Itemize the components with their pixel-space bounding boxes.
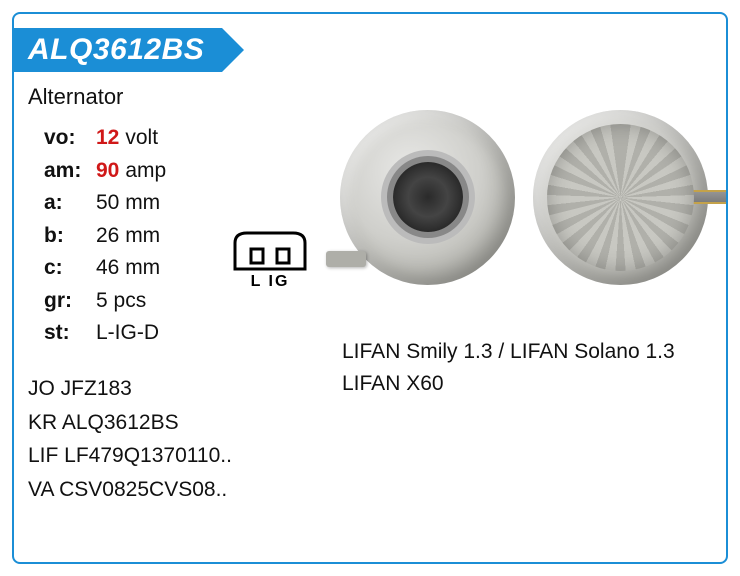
cross-references: JO JFZ183 KR ALQ3612BS LIF LF479Q1370110… (28, 372, 232, 506)
spec-key: b: (44, 220, 96, 253)
header-ribbon: ALQ3612BS (14, 28, 244, 72)
spec-row: c: 46 mm (44, 252, 166, 285)
product-type: Alternator (28, 84, 123, 110)
spec-key: gr: (44, 285, 96, 318)
spec-value-highlight: 12 (96, 122, 119, 155)
spec-table: vo: 12 volt am: 90 amp a: 50 mm b: 26 mm… (44, 122, 166, 350)
vehicle-applications: LIFAN Smily 1.3 / LIFAN Solano 1.3 LIFAN… (342, 336, 712, 399)
ribbon-arrow (222, 28, 244, 72)
spec-value-highlight: 90 (96, 155, 119, 188)
spec-key: a: (44, 187, 96, 220)
cross-ref-line: JO JFZ183 (28, 372, 232, 406)
connector-diagram: L IG (229, 229, 311, 291)
spec-value: 46 mm (96, 252, 160, 285)
spec-key: vo: (44, 122, 96, 155)
part-number: ALQ3612BS (14, 28, 222, 72)
alternator-rear-photo (533, 110, 708, 285)
spec-value: L-IG-D (96, 317, 159, 350)
connector-icon (231, 229, 309, 271)
spec-unit: volt (125, 122, 158, 155)
spec-row: vo: 12 volt (44, 122, 166, 155)
spec-row: st: L-IG-D (44, 317, 166, 350)
spec-value: 5 pcs (96, 285, 146, 318)
spec-unit: amp (125, 155, 166, 188)
cross-ref-line: VA CSV0825CVS08.. (28, 473, 232, 507)
connector-label: L IG (229, 273, 311, 291)
spec-key: am: (44, 155, 96, 188)
spec-value: 50 mm (96, 187, 160, 220)
product-card: ALQ3612BS Alternator vo: 12 volt am: 90 … (12, 12, 728, 564)
spec-value: 26 mm (96, 220, 160, 253)
spec-key: st: (44, 317, 96, 350)
cross-ref-line: KR ALQ3612BS (28, 406, 232, 440)
product-photos (334, 82, 714, 312)
spec-key: c: (44, 252, 96, 285)
spec-row: gr: 5 pcs (44, 285, 166, 318)
alternator-front-photo (340, 110, 515, 285)
spec-row: am: 90 amp (44, 155, 166, 188)
cross-ref-line: LIF LF479Q1370110.. (28, 439, 232, 473)
spec-row: a: 50 mm (44, 187, 166, 220)
spec-row: b: 26 mm (44, 220, 166, 253)
